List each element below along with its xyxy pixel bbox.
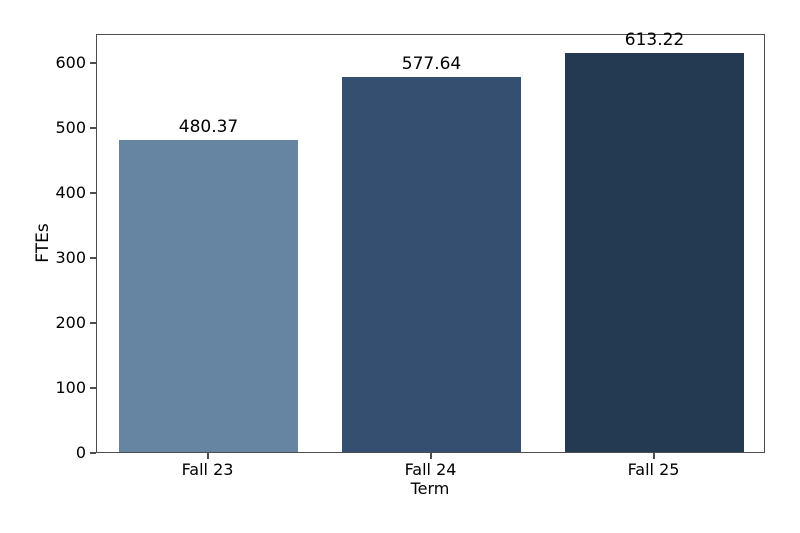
y-tick-label: 600	[55, 52, 86, 72]
y-tick-mark	[90, 61, 96, 64]
y-tick-label: 0	[75, 443, 86, 462]
x-tick-mark	[206, 453, 209, 459]
y-tick-mark	[90, 191, 96, 194]
y-tick-label: 400	[55, 182, 86, 202]
bar-fall-23	[119, 139, 298, 452]
x-tick-mark	[429, 453, 432, 459]
bar-fall-24	[342, 76, 521, 452]
y-tick-label: 300	[55, 247, 86, 267]
y-tick-mark	[90, 386, 96, 389]
x-tick-label: Fall 23	[181, 460, 234, 479]
bar-value-label: 480.37	[178, 116, 239, 137]
y-tick-mark	[90, 321, 96, 324]
bar-value-label: 577.64	[401, 53, 462, 74]
x-tick-label: Fall 24	[404, 460, 457, 479]
y-tick-mark	[90, 126, 96, 129]
bar-value-label: 613.22	[624, 30, 685, 51]
plot-area: 480.37 577.64 613.22	[96, 30, 765, 453]
x-tick-label: Fall 25	[627, 460, 680, 479]
x-axis-label: Term	[410, 479, 450, 498]
bar-fall-25	[565, 53, 744, 452]
y-tick-mark	[90, 256, 96, 259]
y-tick-mark	[90, 452, 96, 454]
x-tick-mark	[652, 453, 655, 459]
y-tick-label: 500	[55, 117, 86, 137]
y-tick-label: 200	[55, 312, 86, 332]
y-tick-label: 100	[55, 377, 86, 397]
